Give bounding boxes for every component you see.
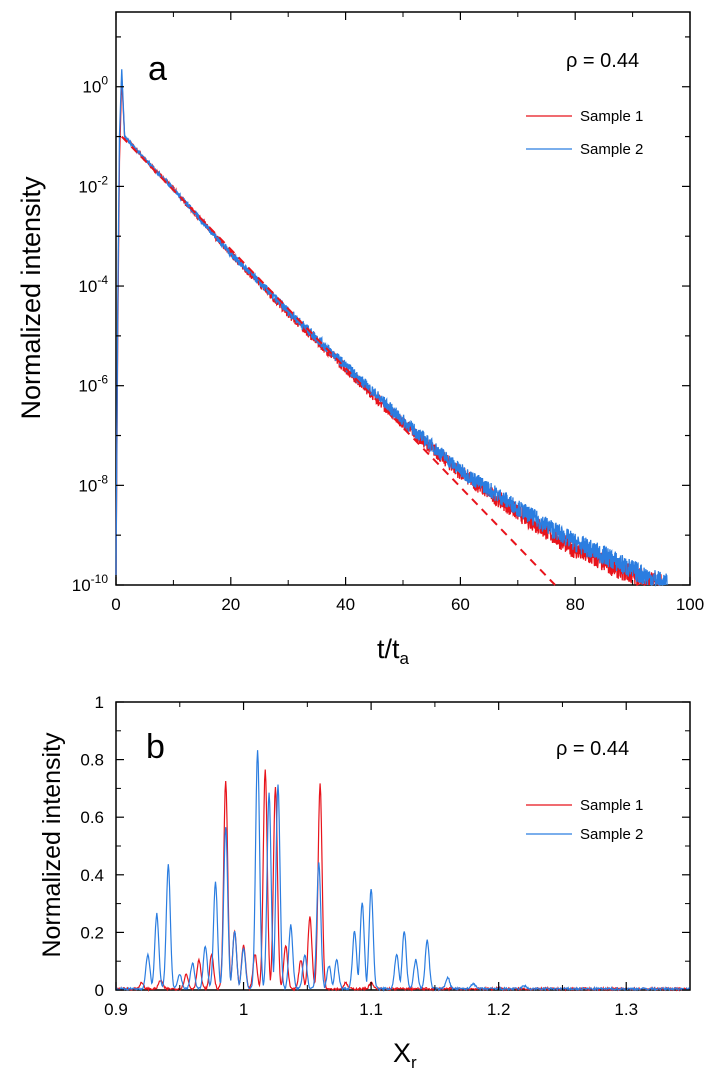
panel-a-xtick-label: 20 (221, 595, 240, 614)
panel-a-ytick-label: 10-2 (78, 173, 108, 196)
panel-a-frame (115, 11, 691, 586)
panel-a-xtick-label: 100 (676, 595, 704, 614)
panel-b-ytick-label: 1 (95, 693, 104, 712)
panel-a-ytick-label: 10-6 (78, 373, 108, 396)
panel-a-ticks: 0 20 40 60 80 100 100 10-2 10-4 10-6 10-8 10-10 (72, 12, 704, 614)
panel-a-series-2 (115, 69, 668, 587)
panel-b-ylabel: Normalized intensity (38, 732, 66, 958)
panel-a-xtick-label: 40 (336, 595, 355, 614)
legend-b-label-sample-2: Sample 2 (580, 826, 643, 843)
panel-a-series (115, 69, 668, 587)
panel-a-legend: Sample 1 Sample 2 (526, 108, 643, 158)
panel-b-ytick-label: 0.2 (80, 923, 104, 942)
panel-b-ytick-label: 0 (95, 981, 104, 1000)
panel-a-ytick-label: 10-4 (78, 273, 108, 296)
panel-a-xtick-label: 0 (111, 595, 120, 614)
panel-b-ytick-label: 0.4 (80, 866, 104, 885)
panel-b-xtick-label: 1 (239, 1000, 248, 1019)
panel-b-ticks: 0.9 1 1.1 1.2 1.3 0 0.2 0.4 0.6 0.8 1 (80, 693, 691, 1019)
legend-a-label-sample-2: Sample 2 (580, 141, 643, 158)
panel-a-ytick-label: 10-8 (78, 472, 108, 495)
panel-b-rho: ρ = 0.44 (556, 738, 629, 760)
panel-b-xtick-label: 1.3 (614, 1000, 638, 1019)
panel-a-ylabel: Normalized intensity (16, 176, 46, 420)
panel-b-xtick-label: 1.1 (359, 1000, 383, 1019)
panel-b-series-2 (115, 750, 691, 992)
panel-a-xtick-label: 60 (451, 595, 470, 614)
panel-b-xtick-label: 0.9 (104, 1000, 128, 1019)
panel-a: 0 20 40 60 80 100 100 10-2 10-4 10-6 10-8 10-10 a ρ… (16, 11, 704, 668)
panel-a-ytick-label: 100 (82, 74, 108, 97)
panel-a-letter: a (148, 50, 167, 88)
panel-a-xtick-label: 80 (566, 595, 585, 614)
panel-a-xlabel: t/ta (377, 634, 410, 668)
panel-a-fit-line (121, 135, 556, 586)
panel-b-ytick-label: 0.8 (80, 751, 104, 770)
panel-a-ytick-label: 10-10 (72, 572, 109, 595)
legend-b-label-sample-1: Sample 1 (580, 797, 643, 814)
panel-b-xlabel: Xr (393, 1038, 417, 1072)
panel-b-letter: b (146, 728, 165, 766)
panel-b: 0.9 1 1.1 1.2 1.3 0 0.2 0.4 0.6 0.8 1 b ρ = 0.44 S… (38, 693, 691, 1072)
panel-a-rho: ρ = 0.44 (566, 50, 639, 72)
panel-b-ytick-label: 0.6 (80, 808, 104, 827)
panel-b-xtick-label: 1.2 (487, 1000, 511, 1019)
legend-a-label-sample-1: Sample 1 (580, 108, 643, 125)
panel-b-legend: Sample 1 Sample 2 (526, 797, 643, 843)
panel-b-series (115, 750, 691, 992)
